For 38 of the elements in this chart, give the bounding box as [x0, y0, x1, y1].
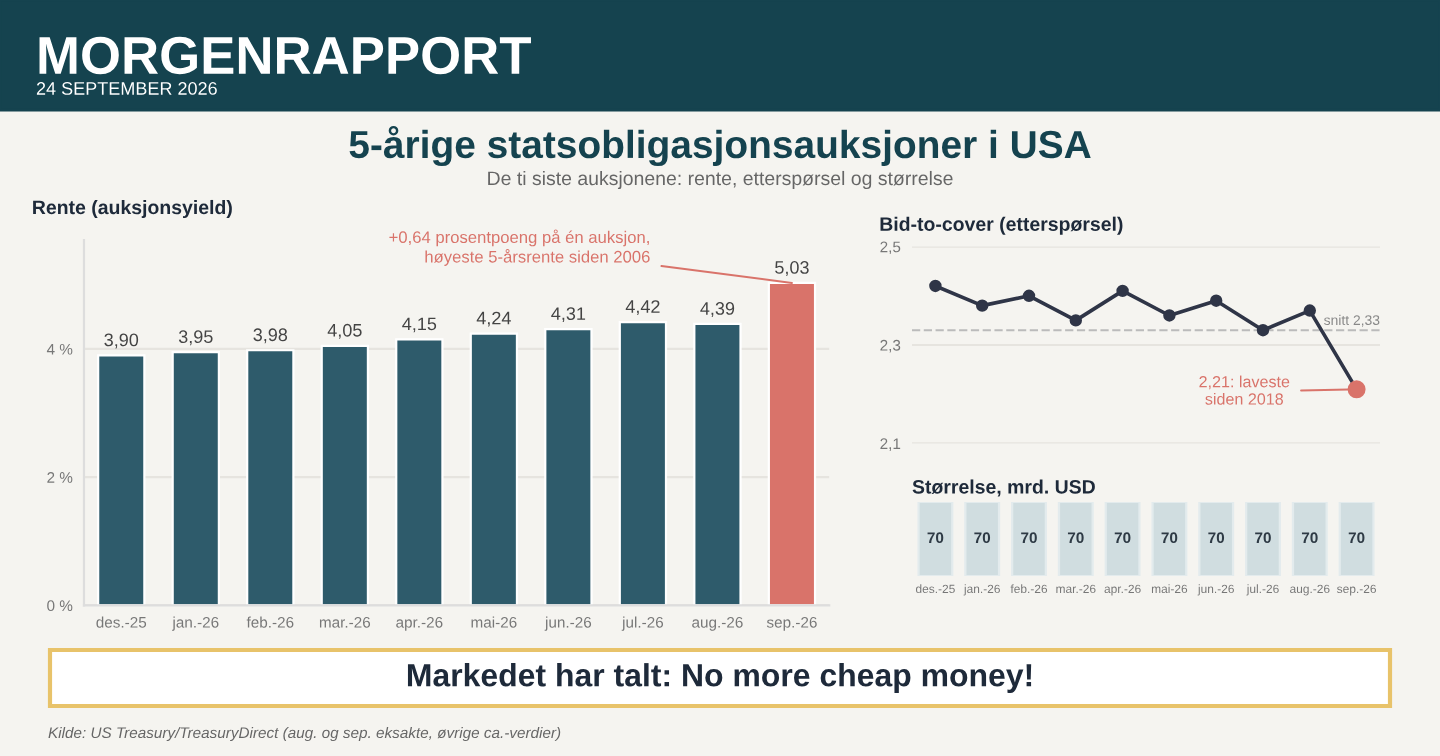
bar	[97, 354, 146, 606]
bar	[395, 338, 444, 606]
bar	[171, 351, 220, 606]
text: 5-årige statsobligasjonsauksjoner i USA	[349, 125, 1091, 167]
point	[976, 299, 989, 312]
data-label: 4,31	[551, 307, 586, 323]
point	[1069, 314, 1082, 327]
bar	[469, 332, 519, 606]
data-label: 4,24	[476, 311, 511, 327]
data-label: 4,15	[402, 317, 437, 333]
text: De ti siste auksjonene: rente, etterspørsel og størrelse	[488, 170, 953, 190]
data-label: 4,39	[700, 302, 735, 317]
point	[1022, 289, 1036, 302]
bar	[544, 328, 593, 606]
data-label: 3,90	[104, 333, 139, 349]
bar	[618, 320, 668, 606]
data-label: 3,98	[253, 328, 288, 344]
text: 24 SEPTEMBER 2026	[36, 82, 217, 95]
chart-title: Rente (auksjonsyield)	[33, 199, 232, 219]
point	[929, 279, 942, 293]
bar	[320, 344, 370, 606]
chart-title: Størrelse, mrd. USD	[912, 479, 1095, 497]
point	[1163, 309, 1176, 322]
data-label: 4,05	[327, 323, 362, 339]
annotation: 2,21: laveste siden 2018	[1199, 375, 1290, 405]
point	[1303, 304, 1316, 317]
bar	[693, 322, 742, 606]
text: MORGENRAPPORT	[39, 36, 531, 75]
text: Markedet har talt: No more cheap money!	[407, 663, 1032, 693]
point	[1210, 294, 1223, 307]
data-label: 4,42	[625, 300, 660, 316]
chart-title: Bid-to-cover (etterspørsel)	[880, 216, 1123, 235]
data-label: 3,95	[178, 330, 213, 346]
annotation: +0,64 prosentpoeng på én auksjon, høyeste 5-årsrente siden 2006	[389, 229, 650, 266]
bar	[246, 349, 295, 606]
point	[1256, 324, 1270, 337]
data-label: 5,03	[775, 261, 809, 276]
point	[1116, 284, 1129, 298]
